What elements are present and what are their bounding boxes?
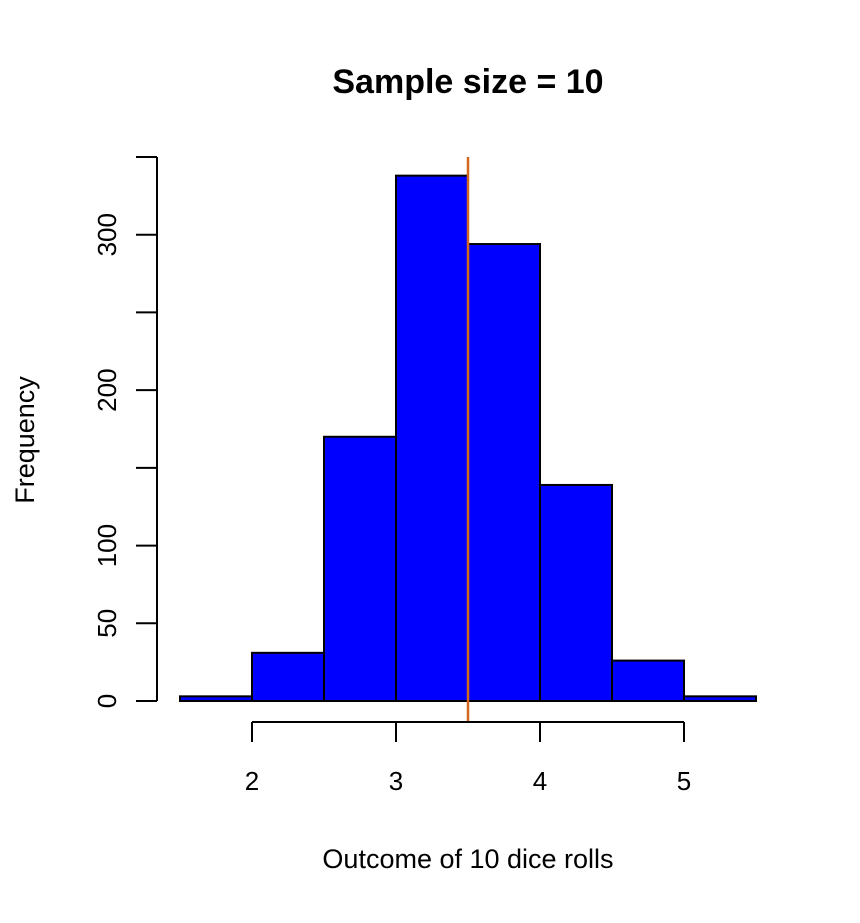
x-tick-label: 2 bbox=[245, 766, 259, 796]
y-tick-label: 50 bbox=[92, 609, 122, 638]
y-tick-label: 200 bbox=[92, 368, 122, 411]
x-tick-label: 4 bbox=[533, 766, 547, 796]
x-axis: 2 3 4 5 bbox=[245, 721, 691, 796]
histogram-bar bbox=[179, 695, 253, 703]
histogram-bar bbox=[539, 483, 613, 702]
y-tick-label: 0 bbox=[92, 694, 122, 708]
y-axis-label: Frequency bbox=[10, 376, 40, 504]
x-tick-label: 5 bbox=[677, 766, 691, 796]
histogram-bar bbox=[323, 435, 397, 702]
histogram-bar bbox=[611, 659, 685, 702]
y-tick-label: 100 bbox=[92, 524, 122, 567]
x-tick-label: 3 bbox=[389, 766, 403, 796]
histogram-bar bbox=[395, 174, 469, 702]
chart-title: Sample size = 10 bbox=[332, 63, 603, 101]
histogram-bar bbox=[251, 651, 325, 702]
histogram-bar bbox=[683, 695, 757, 703]
x-axis-label: Outcome of 10 dice rolls bbox=[322, 844, 613, 874]
y-axis: 0 50 100 200 300 bbox=[92, 156, 158, 708]
y-tick-label: 300 bbox=[92, 213, 122, 256]
histogram-bar bbox=[467, 243, 541, 702]
